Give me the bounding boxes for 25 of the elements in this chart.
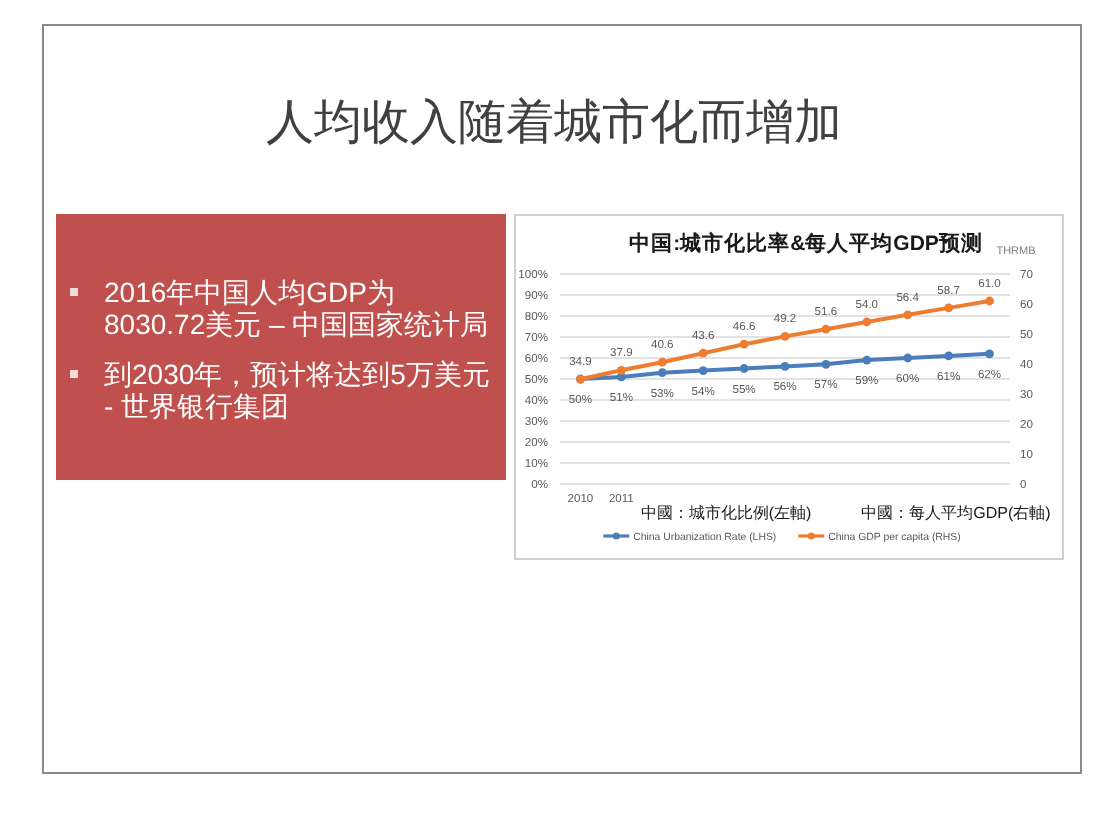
point xyxy=(862,355,872,365)
chart-subtitle: 中国:城市化比率&每人平均GDP预测 xyxy=(629,230,983,256)
point xyxy=(862,317,872,327)
point xyxy=(780,362,790,371)
text: 中國：每人平均GDP(右軸) xyxy=(861,504,1052,522)
point xyxy=(821,359,831,369)
text: 2016年中国人均GDP为8030.72美元 – 中国国家统计局 xyxy=(104,276,491,340)
point xyxy=(985,349,994,359)
point xyxy=(985,296,994,306)
point xyxy=(903,353,913,363)
point xyxy=(944,351,954,361)
point xyxy=(903,310,913,320)
point xyxy=(780,332,790,341)
chart-title: 人均收入随着城市化而增加 xyxy=(264,94,844,154)
point xyxy=(739,339,749,349)
text: 中國：城市化比例(左軸) xyxy=(640,504,812,522)
point xyxy=(739,364,749,373)
point xyxy=(657,368,667,378)
point xyxy=(657,357,667,367)
point xyxy=(698,366,708,375)
point xyxy=(698,348,708,358)
point xyxy=(821,324,831,334)
text: 到2030年，预计将达到5万美元 - 世界银行集团 xyxy=(104,358,492,422)
point xyxy=(944,303,954,313)
point xyxy=(616,365,626,375)
